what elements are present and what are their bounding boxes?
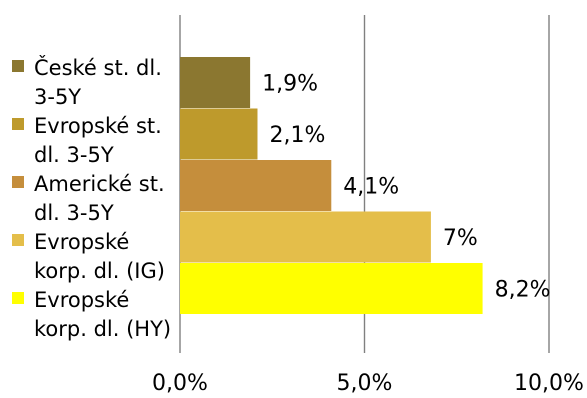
legend-label-3-line-1: korp. dl. (IG) <box>34 259 165 283</box>
legend-swatch-1 <box>12 118 24 130</box>
legend-item-2: Americké st. dl. 3-5Y <box>12 172 165 225</box>
legend-swatch-0 <box>12 60 24 72</box>
legend-item-1: Evropské st. dl. 3-5Y <box>12 114 162 167</box>
legend-label-1-line-1: dl. 3-5Y <box>34 143 114 167</box>
legend-swatch-3 <box>12 234 24 246</box>
x-axis-tick-labels: 0,0% 5,0% 10,0% <box>152 371 584 396</box>
legend-item-3: Evropské korp. dl. (IG) <box>12 230 165 283</box>
legend-label-0-line-1: 3-5Y <box>34 85 81 109</box>
legend-label-0-line-0: České st. dl. <box>34 55 162 80</box>
bar-0 <box>180 57 251 108</box>
legend-label-2-line-0: Americké st. <box>34 172 165 196</box>
legend-label-4-line-1: korp. dl. (HY) <box>34 317 171 341</box>
legend-label-3-line-0: Evropské <box>34 230 129 254</box>
legend-label-1-line-0: Evropské st. <box>34 114 162 138</box>
data-label-1: 2,1% <box>269 123 325 148</box>
bar-1 <box>180 108 258 160</box>
data-label-0: 1,9% <box>262 72 318 97</box>
data-labels: 1,9% 2,1% 4,1% 7% 8,2% <box>262 72 550 303</box>
legend-swatch-2 <box>12 176 24 188</box>
data-label-2: 4,1% <box>343 175 399 200</box>
legend-label-4-line-0: Evropské <box>34 288 129 312</box>
bars <box>180 57 483 314</box>
legend-item-4: Evropské korp. dl. (HY) <box>12 288 171 341</box>
bar-4 <box>180 263 483 314</box>
x-tick-label-2: 10,0% <box>514 371 584 396</box>
bar-3 <box>180 211 431 263</box>
data-label-3: 7% <box>443 226 478 251</box>
x-tick-label-1: 5,0% <box>337 371 393 396</box>
bar-2 <box>180 160 332 211</box>
legend-item-0: České st. dl. 3-5Y <box>12 55 162 109</box>
data-label-4: 8,2% <box>495 278 551 303</box>
x-tick-label-0: 0,0% <box>152 371 208 396</box>
legend-swatch-4 <box>12 292 24 304</box>
legend-label-2-line-1: dl. 3-5Y <box>34 201 114 225</box>
